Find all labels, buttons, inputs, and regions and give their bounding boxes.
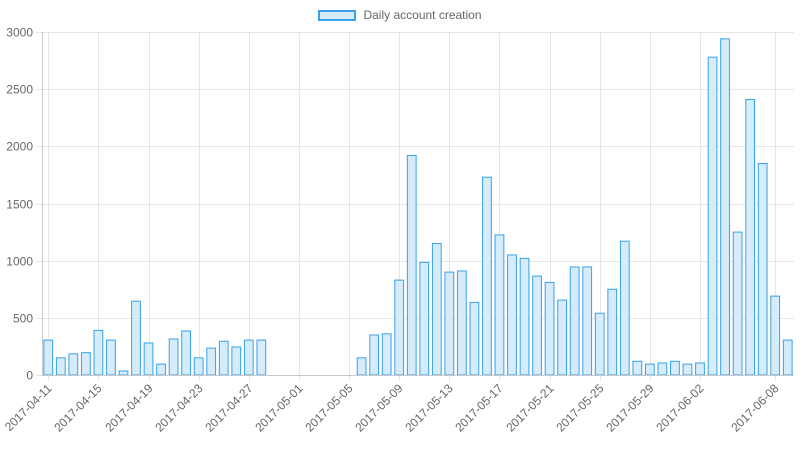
bar[interactable]: [68, 353, 79, 376]
bar[interactable]: [607, 288, 618, 376]
bar[interactable]: [732, 231, 743, 376]
bar[interactable]: [256, 339, 267, 376]
x-tick-label: 2017-05-29: [603, 381, 657, 435]
bar[interactable]: [456, 270, 467, 376]
bar[interactable]: [494, 234, 505, 376]
bars-layer: [43, 38, 793, 376]
grid-layer: [36, 32, 794, 381]
bar[interactable]: [218, 340, 229, 376]
bar[interactable]: [770, 295, 781, 376]
bar[interactable]: [519, 257, 530, 376]
x-tick-label: 2017-04-27: [202, 381, 256, 435]
bar[interactable]: [757, 162, 768, 376]
bar[interactable]: [93, 329, 104, 376]
x-tick-label: 2017-05-05: [302, 381, 356, 435]
bar[interactable]: [181, 330, 192, 376]
bar[interactable]: [745, 98, 756, 376]
bar[interactable]: [243, 339, 254, 376]
y-tick-label: 2000: [6, 140, 33, 154]
bar[interactable]: [594, 312, 605, 376]
bar[interactable]: [444, 271, 455, 376]
bar[interactable]: [431, 243, 442, 376]
x-tick-label: 2017-06-08: [728, 381, 782, 435]
bar[interactable]: [381, 333, 392, 376]
bar[interactable]: [644, 363, 655, 376]
y-tick-label: 3000: [6, 26, 33, 40]
bar[interactable]: [118, 370, 129, 376]
bar[interactable]: [206, 347, 217, 376]
legend-label: Daily account creation: [363, 8, 482, 22]
y-tick-label: 2500: [6, 83, 33, 97]
x-tick-label: 2017-05-25: [553, 381, 607, 435]
bar[interactable]: [43, 339, 54, 376]
bar[interactable]: [131, 300, 141, 376]
x-tick-label: 2017-04-19: [102, 381, 156, 435]
bar[interactable]: [406, 154, 417, 376]
x-tick-label: 2017-05-09: [352, 381, 406, 435]
bar[interactable]: [419, 261, 430, 376]
y-tick-label: 1000: [6, 255, 33, 269]
bar[interactable]: [168, 338, 179, 376]
legend-swatch: [318, 9, 357, 21]
bar[interactable]: [682, 363, 693, 376]
bar[interactable]: [80, 352, 91, 376]
bar[interactable]: [193, 357, 204, 376]
bar[interactable]: [557, 299, 568, 376]
bar[interactable]: [544, 281, 555, 376]
bar[interactable]: [356, 357, 367, 376]
x-tick-label: 2017-04-23: [152, 381, 206, 435]
bar[interactable]: [507, 254, 517, 376]
bar[interactable]: [720, 38, 730, 376]
bar[interactable]: [469, 301, 480, 376]
x-tick-label: 2017-05-13: [402, 381, 456, 435]
bar[interactable]: [782, 339, 793, 376]
bar[interactable]: [619, 240, 630, 376]
bar[interactable]: [670, 360, 680, 376]
bar[interactable]: [106, 339, 116, 376]
bar[interactable]: [143, 342, 154, 376]
bar[interactable]: [156, 363, 166, 376]
axis-layer: [42, 32, 794, 376]
bar[interactable]: [482, 176, 492, 376]
bar[interactable]: [532, 275, 542, 376]
x-tick-label: 2017-05-01: [252, 381, 306, 435]
bar[interactable]: [582, 266, 593, 376]
bar[interactable]: [55, 357, 66, 376]
x-tick-label: 2017-04-15: [51, 381, 105, 435]
bar[interactable]: [707, 56, 718, 376]
legend[interactable]: Daily account creation: [0, 8, 800, 22]
y-tick-label: 500: [13, 312, 33, 326]
x-tick-label: 2017-04-11: [2, 381, 55, 434]
bar[interactable]: [695, 362, 705, 376]
bar[interactable]: [231, 346, 242, 376]
bar[interactable]: [369, 334, 380, 376]
x-tick-label: 2017-05-17: [452, 381, 506, 435]
x-tick-label: 2017-06-02: [653, 381, 707, 435]
bar[interactable]: [657, 362, 668, 376]
y-tick-label: 0: [26, 369, 33, 383]
bar[interactable]: [394, 279, 405, 376]
bar[interactable]: [569, 266, 580, 376]
y-tick-label: 1500: [6, 198, 33, 212]
x-tick-label: 2017-05-21: [503, 381, 557, 435]
bar[interactable]: [632, 360, 643, 376]
